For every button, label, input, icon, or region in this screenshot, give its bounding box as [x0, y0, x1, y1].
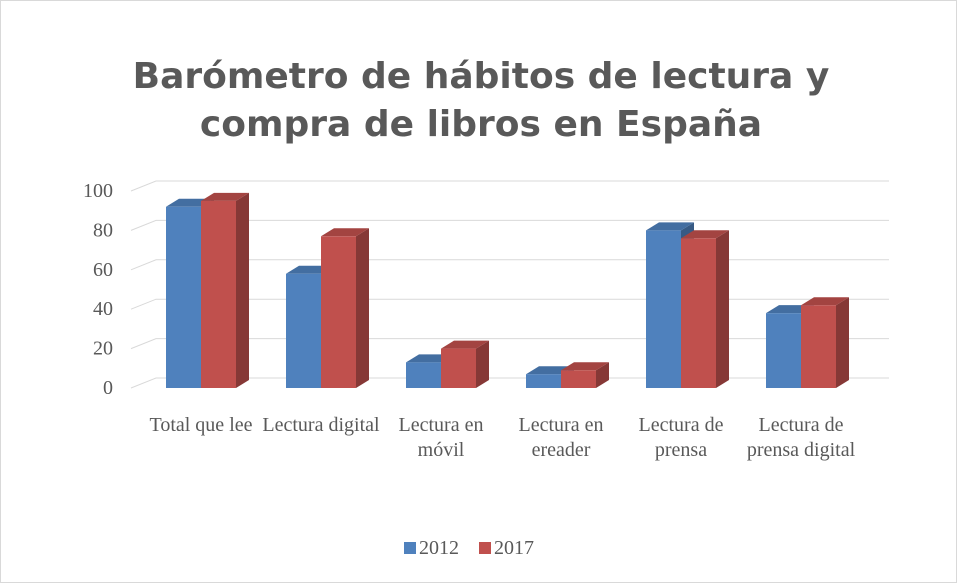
y-tick-label: 60: [93, 259, 113, 281]
x-tick-label: Lectura de prensa: [638, 414, 724, 461]
bar-side: [596, 362, 609, 388]
bar-top: [441, 340, 489, 349]
bar: [201, 200, 236, 388]
bar-top: [646, 222, 694, 231]
bar-top: [801, 297, 849, 306]
bar: [166, 206, 201, 388]
legend-swatch: [404, 542, 416, 554]
bar: [801, 305, 836, 388]
bar-side: [236, 192, 249, 388]
x-tick-label: Total que lee: [149, 414, 253, 436]
chart-title: Barómetro de hábitos de lectura y compra…: [132, 56, 830, 145]
y-tick-label: 80: [93, 219, 113, 241]
bar: [646, 230, 681, 388]
bar: [766, 313, 801, 388]
grid-line: [130, 219, 889, 231]
legend-label: 2012: [419, 537, 459, 559]
bar: [441, 348, 476, 388]
bar-side: [716, 230, 729, 388]
grid-line: [130, 377, 889, 389]
grid-line: [130, 338, 889, 350]
grid-line: [130, 259, 889, 271]
bar: [406, 362, 441, 388]
bar: [681, 238, 716, 388]
bar-top: [561, 362, 609, 371]
bar-side: [836, 297, 849, 388]
bar: [321, 236, 356, 388]
bar-top: [321, 228, 369, 237]
bar-side: [356, 228, 369, 388]
x-tick-label: Lectura en móvil: [398, 414, 484, 461]
y-tick-label: 100: [83, 180, 113, 202]
bar: [286, 273, 321, 388]
legend-swatch: [479, 542, 491, 554]
x-tick-label: Lectura digital: [262, 414, 380, 436]
y-tick-label: 0: [103, 377, 113, 399]
bar: [526, 374, 561, 388]
bar: [561, 370, 596, 388]
bar-side: [476, 340, 489, 388]
x-tick-label: Lectura en ereader: [518, 414, 604, 461]
x-tick-label: Lectura de prensa digital: [746, 414, 856, 461]
y-tick-label: 20: [93, 338, 113, 360]
bar-top: [201, 192, 249, 201]
grid-line: [130, 180, 889, 192]
y-tick-label: 40: [93, 298, 113, 320]
grid-line: [130, 298, 889, 310]
legend-label: 2017: [494, 537, 534, 559]
bar-top: [681, 230, 729, 239]
